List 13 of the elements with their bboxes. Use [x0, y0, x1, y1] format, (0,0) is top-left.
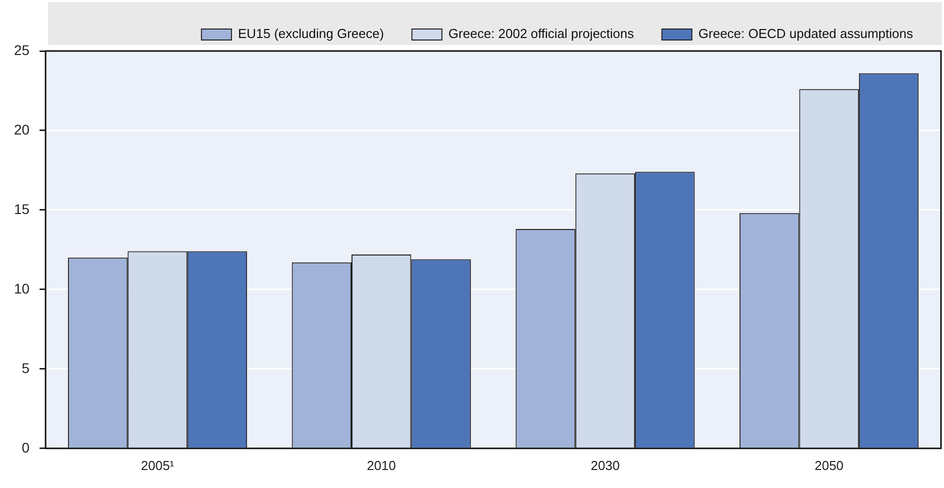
y-tick-label: 20 [14, 121, 30, 138]
legend-label: EU15 (excluding Greece) [238, 26, 384, 42]
y-tick-label: 15 [14, 200, 30, 217]
x-tick-label: 2005¹ [140, 458, 175, 473]
x-tick-label: 2010 [366, 458, 396, 473]
x-tick-label: 2050 [814, 458, 844, 473]
y-tick-label: 25 [14, 42, 30, 58]
legend-label: Greece: OECD updated assumptions [698, 26, 914, 42]
legend-label: Greece: 2002 official projections [448, 26, 634, 42]
y-tick-label: 5 [22, 360, 30, 376]
y-tick-label: 10 [14, 280, 30, 296]
y-tick-label: 0 [22, 439, 30, 456]
x-tick-label: 2030 [590, 458, 620, 473]
